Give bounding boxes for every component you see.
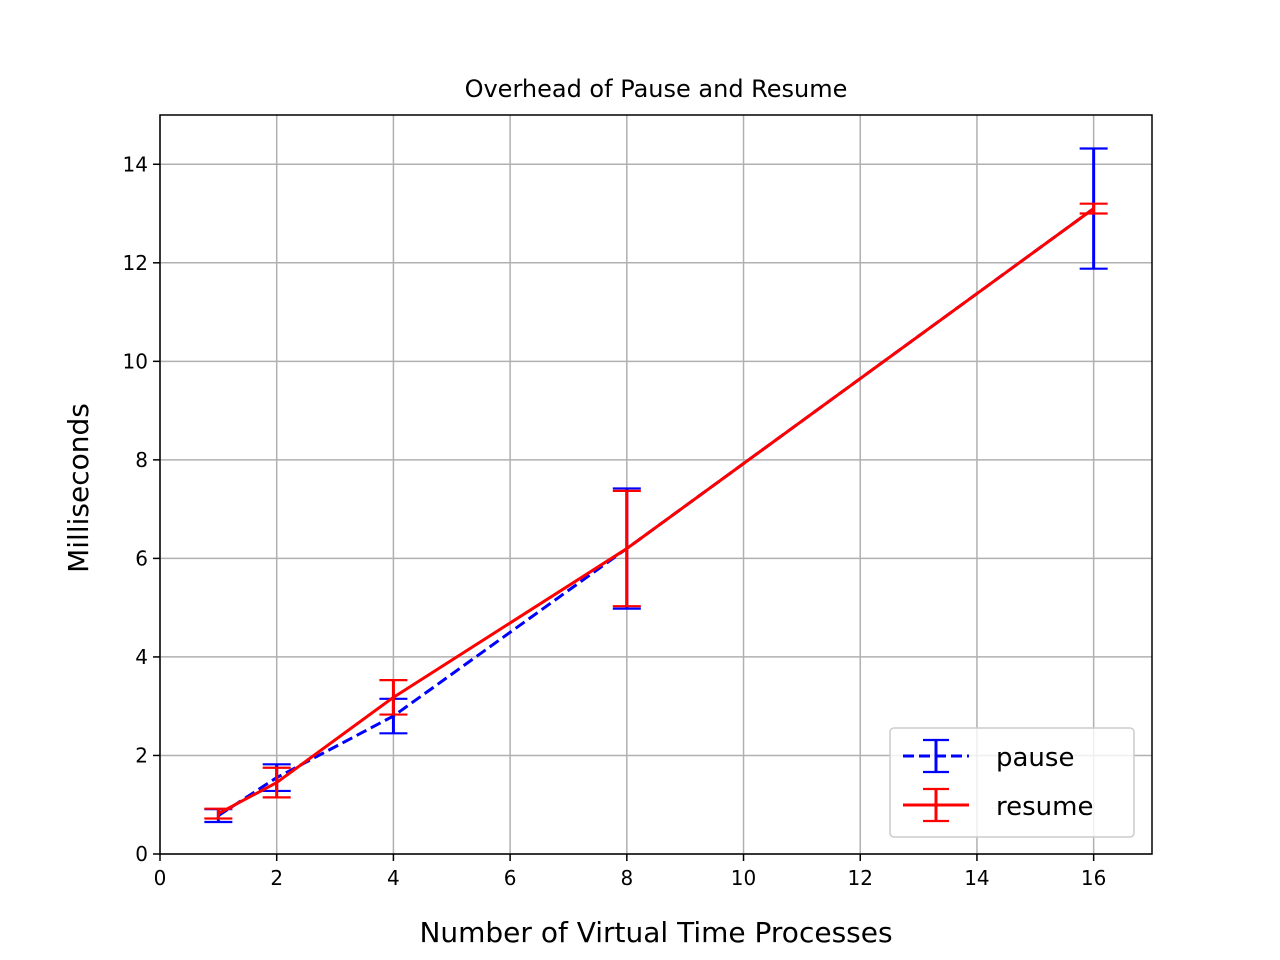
series-layer <box>204 147 1108 824</box>
resume-errorbar <box>262 766 291 799</box>
ticks: 0 2 4 6 8 10 12 14 16 0 2 4 6 8 10 12 14 <box>123 152 1107 890</box>
legend-icons <box>903 738 969 823</box>
resume-errorbar <box>1079 202 1108 215</box>
legend-icon-pause <box>903 738 969 774</box>
x-tick-label: 12 <box>848 866 873 890</box>
y-tick-label: 8 <box>135 448 148 472</box>
legend-icon-resume <box>903 787 969 823</box>
y-tick-label: 4 <box>135 645 148 669</box>
series-resume <box>204 202 1108 820</box>
x-tick-label: 2 <box>270 866 283 890</box>
x-tick-label: 8 <box>620 866 633 890</box>
plot-frame <box>159 114 1153 855</box>
resume-errorbar <box>204 807 233 820</box>
y-tick-label: 0 <box>135 842 148 866</box>
x-tick-label: 4 <box>387 866 400 890</box>
resume-errorbar <box>379 678 408 716</box>
x-tick-label: 6 <box>504 866 517 890</box>
y-tick-label: 10 <box>123 349 148 373</box>
x-tick-label: 10 <box>731 866 756 890</box>
legend-label-pause: pause <box>996 743 1074 773</box>
x-axis-label: Number of Virtual Time Processes <box>419 916 892 949</box>
y-tick-label: 14 <box>123 152 148 176</box>
y-tick-label: 6 <box>135 546 148 570</box>
legend-label-resume: resume <box>996 792 1093 822</box>
x-tick-label: 0 <box>154 866 167 890</box>
resume-errorbar <box>612 489 641 608</box>
x-tick-label: 16 <box>1081 866 1106 890</box>
y-tick-label: 2 <box>135 743 148 767</box>
y-axis-label: Milliseconds <box>62 403 95 573</box>
chart-title: Overhead of Pause and Resume <box>465 75 848 103</box>
legend: pause resume <box>889 727 1135 838</box>
x-tick-label: 14 <box>964 866 989 890</box>
y-tick-label: 12 <box>123 251 148 275</box>
